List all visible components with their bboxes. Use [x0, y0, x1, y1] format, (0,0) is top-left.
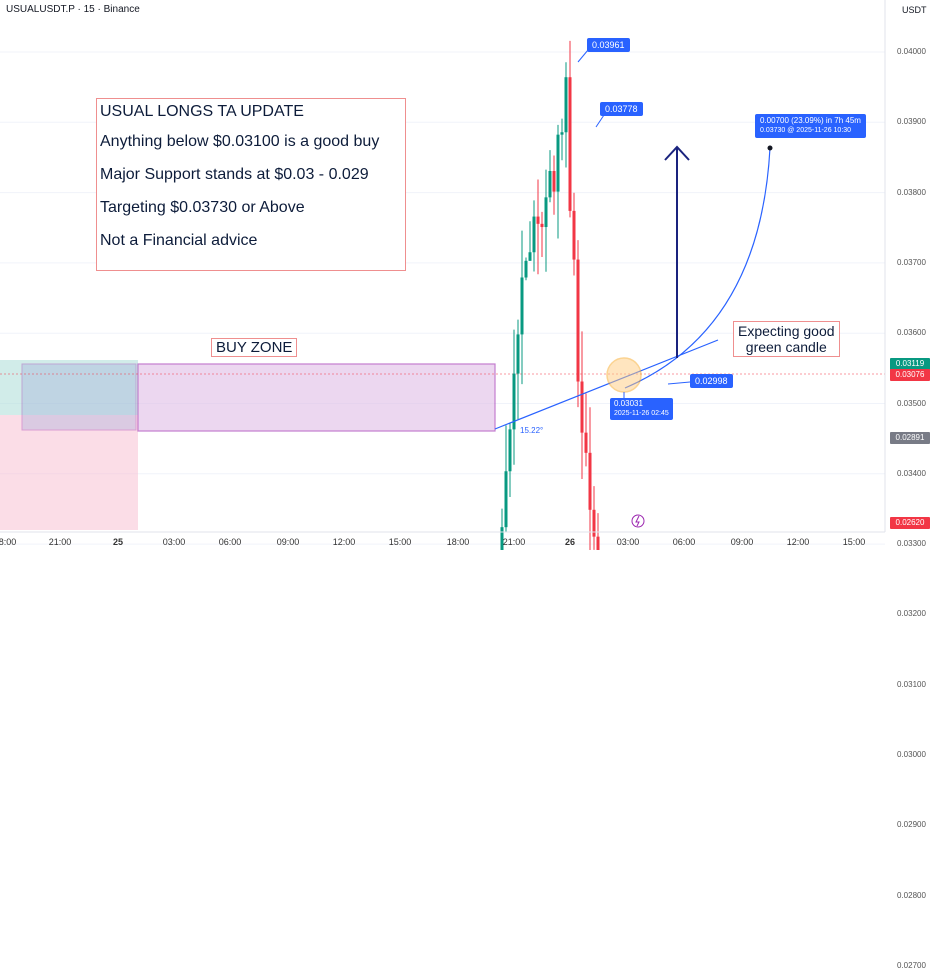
demand-zone-red	[0, 415, 138, 530]
price-tick-label: 0.03100	[897, 679, 926, 689]
ta-line-4: Not a Financial advice	[100, 232, 258, 249]
buy-zone-rect	[137, 363, 496, 432]
time-tick-label: 21:00	[502, 537, 526, 547]
candle-body	[556, 134, 560, 192]
target-callout: 0.00700 (23.09%) in 7h 45m 0.03730 @ 202…	[755, 114, 866, 138]
pointer-high	[577, 49, 589, 63]
candle-body	[520, 277, 524, 335]
time-tick-label: 25	[112, 537, 124, 547]
angle-label: 15.22°	[520, 426, 544, 435]
callout-low: 0.02998	[690, 374, 733, 388]
current-price-callout: 0.03031 2025-11-26 02:45	[610, 398, 673, 420]
ta-update-box: USUAL LONGS TA UPDATE Anything below $0.…	[96, 98, 406, 271]
candle-body	[536, 216, 540, 224]
time-tick-label: 26	[564, 537, 576, 547]
supply-zone-green	[0, 360, 138, 415]
highlight-circle	[606, 357, 642, 393]
target-change: 0.00700 (23.09%) in 7h 45m	[760, 116, 861, 125]
candles	[500, 40, 600, 550]
price-tick-label: 0.03900	[897, 117, 926, 127]
candle-body	[508, 429, 512, 472]
candle-body	[572, 210, 576, 260]
candle-body	[540, 223, 544, 228]
candle-body	[596, 536, 600, 550]
expectation-line-1: Expecting good	[738, 323, 835, 339]
time-tick-label: 03:00	[616, 537, 640, 547]
price-tick-label: 0.03700	[897, 257, 926, 267]
expectation-line-2: green candle	[745, 339, 827, 355]
ta-title: USUAL LONGS TA UPDATE	[100, 103, 304, 120]
candle-body	[576, 259, 580, 382]
symbol-title: USUALUSDT.P · 15 · Binance	[6, 4, 140, 15]
price-tick-label: 0.03500	[897, 398, 926, 408]
candle-body	[544, 197, 548, 228]
candle-body	[560, 132, 564, 135]
currency-label: USDT	[902, 5, 927, 15]
candle-body	[588, 452, 592, 510]
expectation-box: Expecting good green candle	[733, 321, 840, 357]
price-tick-label: 0.03600	[897, 328, 926, 338]
price-tick-label: 0.03800	[897, 187, 926, 197]
candle-body	[580, 381, 584, 433]
price-tick-label: 0.04000	[897, 47, 926, 56]
current-price-value: 0.03031	[614, 399, 643, 408]
candle-body	[528, 252, 532, 261]
price-tick-label: 0.03400	[897, 468, 926, 478]
time-tick-label: 09:00	[730, 537, 754, 547]
price-tick-label: 0.02900	[897, 820, 926, 830]
candle-body	[532, 216, 536, 253]
time-tick-label: 09:00	[276, 537, 300, 547]
time-tick-label: 21:00	[48, 537, 72, 547]
flash-icon-bolt	[635, 515, 640, 527]
projection-curve	[624, 147, 771, 389]
candle-body	[524, 260, 528, 278]
candle-body	[584, 432, 588, 453]
candle-body	[500, 527, 504, 550]
target-price-time: 0.03730 @ 2025-11-26 10:30	[760, 127, 852, 134]
candle-body	[516, 334, 520, 374]
candle-body	[564, 77, 568, 133]
time-tick-label: 15:00	[842, 537, 866, 547]
price-badge: 0.03076	[890, 369, 930, 381]
ta-line-1: Anything below $0.03100 is a good buy	[100, 133, 380, 150]
pointer-mid	[595, 114, 605, 128]
price-tick-label: 0.02700	[897, 960, 926, 970]
time-tick-label: 12:00	[332, 537, 356, 547]
up-arrow-head	[664, 145, 690, 161]
price-badge: 0.03119	[890, 358, 930, 370]
candle-body	[592, 509, 596, 537]
price-tick-label: 0.03300	[897, 539, 926, 549]
time-tick-label: 18:00	[446, 537, 470, 547]
ta-line-3: Targeting $0.03730 or Above	[100, 199, 305, 216]
candle-body	[568, 77, 572, 211]
time-tick-label: 18:00	[0, 537, 17, 547]
buy-zone-label: BUY ZONE	[211, 338, 298, 357]
callout-mid: 0.03778	[600, 102, 643, 116]
previous-range-box	[21, 363, 137, 431]
price-chart[interactable]	[0, 0, 932, 550]
time-tick-label: 03:00	[162, 537, 186, 547]
candle-body	[504, 471, 508, 528]
price-tick-label: 0.03000	[897, 750, 926, 759]
price-tick-label: 0.02800	[897, 890, 926, 900]
price-tick-label: 0.03200	[897, 609, 926, 619]
price-badge: 0.02891	[890, 432, 930, 444]
time-tick-label: 12:00	[786, 537, 810, 547]
pointer-low	[667, 381, 691, 385]
time-tick-label: 15:00	[388, 537, 412, 547]
price-badge: 0.02620	[890, 517, 930, 529]
time-tick-label: 06:00	[672, 537, 696, 547]
current-price-time: 2025-11-26 02:45	[614, 410, 669, 417]
trend-line	[494, 339, 719, 430]
flash-icon[interactable]	[631, 514, 645, 528]
candle-body	[512, 373, 516, 430]
candle-body	[552, 170, 556, 192]
ta-line-2: Major Support stands at $0.03 - 0.029	[100, 166, 369, 183]
candle-body	[548, 170, 552, 198]
time-tick-label: 06:00	[218, 537, 242, 547]
callout-high: 0.03961	[587, 38, 630, 52]
target-point	[767, 145, 773, 151]
